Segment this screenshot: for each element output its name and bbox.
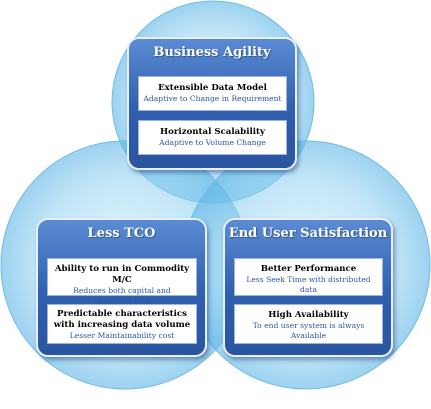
card-title: Better Performance	[260, 264, 357, 274]
card-subtitle: Less Seek Time with distributed data	[246, 275, 371, 294]
card-title: Predictable characteristics with increas…	[53, 309, 191, 330]
card-subtitle: Adaptive to Volume Change	[159, 138, 266, 147]
card-subtitle: To end user system is always Available	[252, 321, 365, 340]
high-availability-card: High Availability To end user system is …	[234, 304, 383, 344]
end-user-satisfaction-title: End User Satisfaction	[228, 226, 388, 241]
card-title: Ability to run in Commodity M/C	[54, 264, 190, 285]
card-subtitle: Adaptive to Change in Requirement	[143, 94, 282, 103]
card-subtitle: Reduces both capital and operating cost	[73, 286, 171, 305]
less-tco-panel: Less TCO Ability to run in Commodity M/C…	[36, 218, 207, 357]
horizontal-scalability-card: Horizontal Scalability Adaptive to Volum…	[138, 120, 287, 155]
card-title: Extensible Data Model	[158, 83, 267, 93]
predictable-characteristics-card: Predictable characteristics with increas…	[47, 304, 197, 344]
commodity-mc-card: Ability to run in Commodity M/C Reduces …	[47, 258, 197, 305]
end-user-satisfaction-panel: End User Satisfaction Better Performance…	[223, 218, 393, 357]
extensible-data-model-card: Extensible Data Model Adaptive to Change…	[138, 76, 287, 111]
card-subtitle: Lesser Maintainability cost	[69, 331, 175, 340]
business-agility-panel: Business Agility Extensible Data Model A…	[127, 37, 297, 170]
better-performance-card: Better Performance Less Seek Time with d…	[234, 258, 383, 296]
card-title: High Availability	[268, 310, 349, 320]
less-tco-title: Less TCO	[87, 226, 156, 241]
card-title: Horizontal Scalability	[160, 127, 265, 137]
business-agility-title: Business Agility	[153, 45, 271, 60]
